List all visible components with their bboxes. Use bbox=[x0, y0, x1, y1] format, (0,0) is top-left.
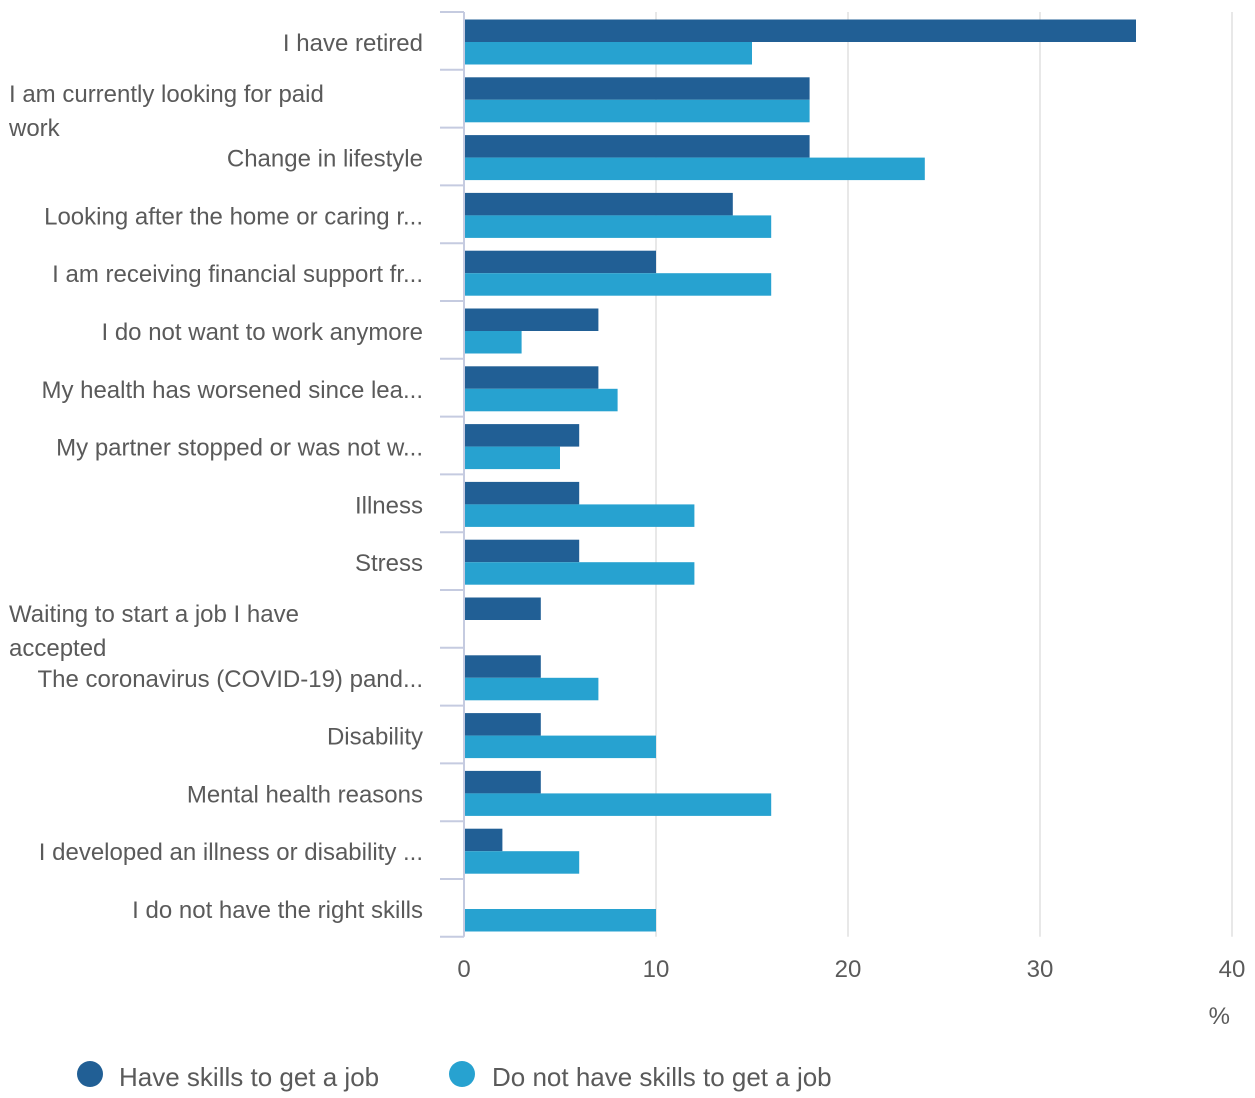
category-label: I developed an illness or disability ... bbox=[39, 839, 423, 866]
category-label: Disability bbox=[327, 724, 423, 751]
legend-marker bbox=[77, 1061, 103, 1087]
x-axis-unit-label: % bbox=[1209, 1003, 1230, 1030]
x-tick-label: 40 bbox=[1219, 956, 1246, 983]
bar-no-skills bbox=[464, 562, 695, 585]
bar-no-skills bbox=[464, 273, 772, 296]
bar-have-skills bbox=[464, 424, 580, 447]
bar-have-skills bbox=[464, 481, 580, 505]
bar-have-skills bbox=[464, 308, 599, 331]
category-label: I am currently looking for paid work bbox=[8, 81, 324, 142]
bars bbox=[464, 19, 1136, 932]
bar-have-skills bbox=[464, 713, 541, 736]
bar-no-skills bbox=[464, 42, 752, 65]
category-labels: I have retired I am currently looking for… bbox=[8, 30, 423, 924]
bar-no-skills bbox=[464, 851, 580, 874]
category-label: I do not have the right skills bbox=[132, 897, 423, 924]
category-label: Illness bbox=[355, 492, 423, 519]
bar-have-skills bbox=[464, 77, 810, 100]
category-label: My partner stopped or was not w... bbox=[56, 435, 423, 462]
y-axis bbox=[440, 11, 465, 938]
category-label: Mental health reasons bbox=[187, 781, 423, 808]
legend-label: Have skills to get a job bbox=[119, 1062, 379, 1092]
bar-have-skills bbox=[464, 19, 1136, 42]
category-label: Looking after the home or caring r... bbox=[44, 203, 423, 230]
x-axis-ticks: 0 10 20 30 40 bbox=[457, 956, 1245, 983]
bar-have-skills bbox=[464, 655, 541, 678]
bar-have-skills bbox=[464, 250, 656, 274]
bar-have-skills bbox=[464, 597, 541, 620]
category-label: Change in lifestyle bbox=[227, 146, 423, 173]
bar-have-skills bbox=[464, 770, 541, 794]
category-label: The coronavirus (COVID-19) pand... bbox=[38, 666, 424, 693]
bar-have-skills bbox=[464, 135, 810, 158]
bar-no-skills bbox=[464, 388, 618, 412]
bar-have-skills bbox=[464, 828, 503, 852]
category-label: Stress bbox=[355, 550, 423, 577]
x-tick-label: 0 bbox=[457, 956, 470, 983]
bar-no-skills bbox=[464, 909, 656, 932]
category-label: Waiting to start a job I have accepted bbox=[9, 601, 299, 662]
bar-have-skills bbox=[464, 539, 580, 563]
category-label: My health has worsened since lea... bbox=[41, 377, 423, 404]
x-tick-label: 30 bbox=[1027, 956, 1054, 983]
bar-no-skills bbox=[464, 504, 695, 527]
x-tick-label: 10 bbox=[643, 956, 670, 983]
category-label: I am receiving financial support fr... bbox=[52, 261, 423, 288]
legend: Have skills to get a job Do not have skil… bbox=[77, 1061, 832, 1092]
bar-no-skills bbox=[464, 735, 656, 759]
bar-have-skills bbox=[464, 192, 733, 216]
bar-no-skills bbox=[464, 331, 522, 354]
bar-no-skills bbox=[464, 215, 772, 238]
x-tick-label: 20 bbox=[835, 956, 862, 983]
category-label: I have retired bbox=[283, 30, 423, 57]
bar-have-skills bbox=[464, 366, 599, 389]
category-label: I do not want to work anymore bbox=[102, 319, 424, 346]
legend-label: Do not have skills to get a job bbox=[492, 1062, 832, 1092]
bar-no-skills bbox=[464, 793, 772, 816]
legend-marker bbox=[449, 1061, 475, 1087]
bar-no-skills bbox=[464, 99, 810, 123]
bar-no-skills bbox=[464, 157, 925, 181]
bar-no-skills bbox=[464, 446, 560, 470]
bar-no-skills bbox=[464, 677, 599, 701]
